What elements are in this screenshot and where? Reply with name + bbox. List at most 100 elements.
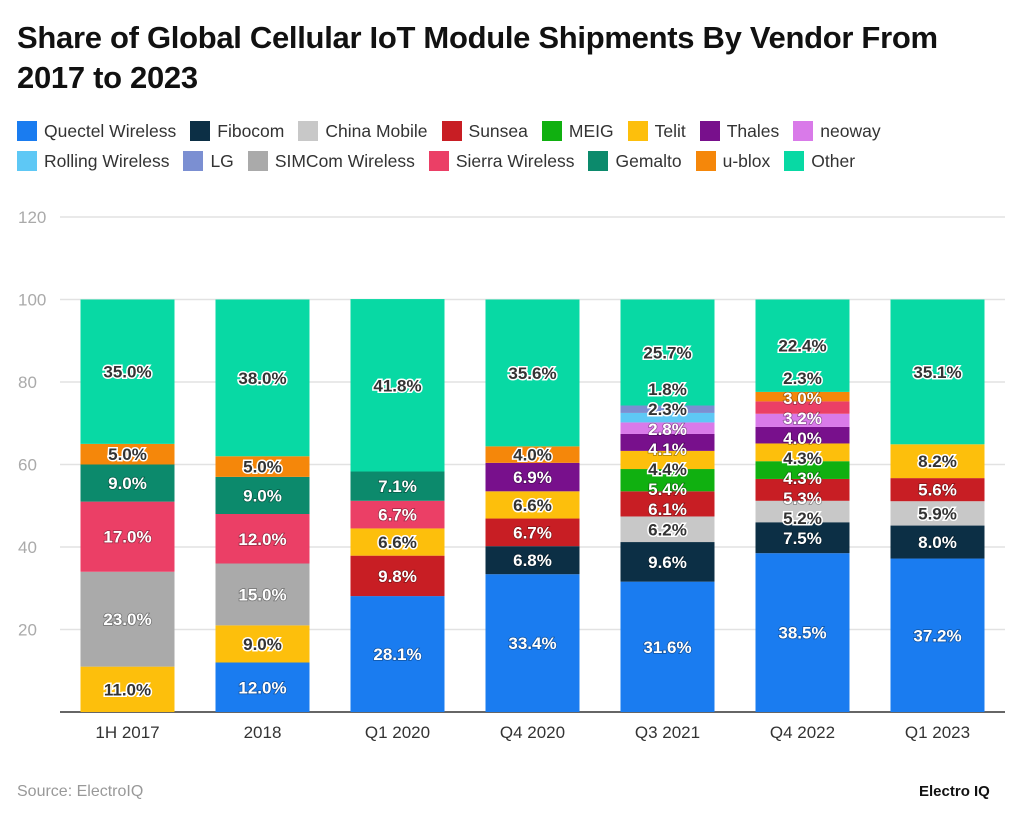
bar-segment: [485, 518, 580, 547]
bar-segment: [890, 525, 985, 559]
legend-label: LG: [210, 150, 234, 171]
bar-segment: [890, 558, 985, 712]
data-label: 7.1%: [378, 477, 417, 496]
legend-swatch: [441, 121, 462, 141]
data-label: 6.6%: [378, 533, 417, 552]
data-label: 15.0%: [238, 585, 286, 604]
data-label: 5.0%: [243, 458, 282, 477]
data-label: 9.0%: [243, 486, 282, 505]
bar-segment: [215, 456, 310, 477]
bar-segment: [350, 596, 445, 712]
bar-segment: [755, 500, 850, 523]
legend-item: China Mobile: [298, 120, 428, 142]
bar-segment: [485, 546, 580, 575]
data-label: 3.2%: [783, 409, 822, 428]
bar-segment: [350, 555, 445, 597]
legend-label: Telit: [654, 120, 686, 141]
legend-row: Quectel Wireless Fibocom China Mobile Sunse…: [17, 116, 1017, 146]
legend-item: LG: [183, 150, 234, 172]
bar-segment: [485, 462, 580, 492]
legend-swatch: [588, 151, 609, 171]
bar-segment: [350, 528, 445, 556]
legend-swatch: [784, 151, 805, 171]
legend-label: neoway: [820, 120, 881, 141]
bar-segment: [485, 446, 580, 463]
bar-segment: [620, 581, 715, 712]
y-tick-label: 20: [18, 621, 37, 640]
legend-swatch: [627, 121, 648, 141]
data-label: 38.0%: [238, 369, 286, 388]
bar-segment: [80, 464, 175, 502]
data-label: 37.2%: [913, 626, 961, 645]
bar-segment: [620, 491, 715, 517]
bar-segment: [755, 461, 850, 479]
bar-segment: [755, 413, 850, 427]
legend-label: Rolling Wireless: [44, 150, 170, 171]
data-label: 5.3%: [783, 489, 822, 508]
data-label: 5.4%: [648, 480, 687, 499]
data-label: 9.0%: [243, 635, 282, 654]
y-tick-label: 80: [18, 373, 37, 392]
y-tick-label: 100: [18, 291, 46, 310]
legend-swatch: [17, 121, 37, 141]
bar-segment: [350, 299, 445, 472]
legend-item: Rolling Wireless: [17, 151, 169, 172]
data-label: 9.6%: [648, 553, 687, 572]
data-label: 4.0%: [513, 446, 552, 465]
data-label: 35.1%: [913, 363, 961, 382]
data-label: 28.1%: [373, 645, 421, 664]
legend-swatch: [183, 151, 204, 171]
data-label: 6.7%: [513, 523, 552, 542]
legend-item: MEIG: [541, 121, 614, 142]
bar-segment: [755, 426, 850, 444]
legend-label: Thales: [726, 120, 780, 141]
data-label: 12.0%: [238, 678, 286, 697]
data-label: 6.1%: [648, 500, 687, 519]
legend-item: neoway: [793, 120, 881, 142]
bar-segment: [755, 391, 850, 402]
y-tick-label: 60: [18, 456, 37, 475]
data-label: 6.8%: [513, 551, 552, 570]
data-label: 4.3%: [783, 469, 822, 488]
data-label: 5.6%: [918, 481, 957, 500]
legend-label: Other: [811, 150, 856, 171]
bar-segment: [620, 299, 715, 406]
bar-segment: [890, 478, 985, 502]
data-label: 9.0%: [108, 474, 147, 493]
bar-segment: [215, 563, 310, 626]
data-label: 2.8%: [648, 420, 687, 439]
legend-label: China Mobile: [325, 120, 428, 141]
x-tick-label: Q1 2020: [365, 723, 430, 742]
bar-segment: [215, 625, 310, 663]
legend-item: Thales: [699, 120, 780, 142]
legend-swatch: [190, 121, 211, 141]
bar-segment: [890, 299, 985, 445]
bar-segment: [755, 401, 850, 414]
bar-segment: [620, 542, 715, 582]
data-label: 8.2%: [918, 452, 957, 471]
x-tick-label: Q1 2023: [905, 723, 970, 742]
data-label: 4.1%: [648, 440, 687, 459]
legend-item: SIMCom Wireless: [247, 151, 415, 172]
data-label: 8.0%: [918, 533, 957, 552]
x-tick-label: 1H 2017: [95, 723, 159, 742]
bar-segment: [890, 501, 985, 526]
data-label: 5.0%: [108, 445, 147, 464]
data-label: 6.6%: [513, 496, 552, 515]
data-label: 4.0%: [783, 429, 822, 448]
legend-swatch: [17, 151, 37, 171]
legend-item: Fibocom: [190, 121, 284, 142]
legend-item: Telit: [627, 120, 686, 142]
legend-item: u-blox: [695, 151, 770, 172]
x-tick-label: Q4 2020: [500, 723, 565, 742]
data-label: 33.4%: [508, 634, 556, 653]
bar-segment: [80, 666, 175, 712]
data-label: 5.9%: [918, 504, 957, 523]
bar-segment: [755, 299, 850, 392]
bar-segment: [485, 574, 580, 712]
data-label: 6.2%: [648, 520, 687, 539]
legend-item: Sierra Wireless: [428, 151, 574, 172]
bar-segment: [755, 478, 850, 501]
